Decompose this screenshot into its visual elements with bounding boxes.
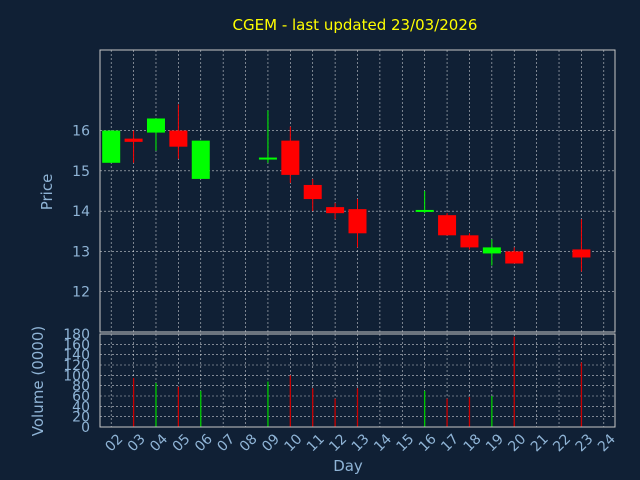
x-tick-labels: 0203040506070809101112131415161718192021… [102, 431, 619, 455]
candle [146, 118, 165, 151]
volume-y-tick-label: 120 [63, 358, 90, 374]
volume-y-tick-label: 20 [72, 410, 90, 426]
x-tick-label: 09 [259, 431, 283, 455]
candle-body [482, 247, 501, 254]
x-tick-label: 07 [214, 431, 238, 455]
candle-body [415, 209, 434, 212]
candle [169, 104, 188, 159]
candle [258, 110, 277, 163]
candle-body [191, 140, 210, 179]
volume-bars [132, 336, 583, 427]
x-tick-label: 12 [326, 431, 350, 455]
price-candles [102, 104, 591, 272]
price-frame [99, 49, 616, 333]
candle [102, 130, 121, 163]
x-tick-label: 17 [438, 431, 462, 455]
candle-body [326, 207, 345, 214]
price-y-tick-label: 12 [72, 285, 90, 301]
x-tick-label: 19 [483, 431, 507, 455]
candle [460, 233, 479, 250]
x-axis-label: Day [333, 457, 363, 475]
x-tick-label: 06 [192, 431, 216, 455]
candle-body [258, 157, 277, 160]
candle [326, 203, 345, 220]
price-y-tick-label: 15 [72, 164, 90, 180]
candle-body [572, 249, 591, 258]
volume-y-tick-label: 100 [63, 368, 90, 384]
x-tick-label: 05 [170, 431, 194, 455]
price-y-tick-label: 14 [72, 204, 90, 220]
candle-body [303, 184, 322, 200]
volume-y-tick-label: 60 [72, 389, 90, 405]
candle-body [169, 130, 188, 147]
x-tick-label: 21 [528, 431, 552, 455]
candle-body [460, 235, 479, 248]
price-axis-label: Price [38, 174, 56, 211]
x-tick-label: 13 [349, 431, 373, 455]
candle-body [348, 209, 367, 234]
candle [281, 126, 300, 183]
price-panel: 12 13 14 15 16 Price [38, 49, 616, 333]
x-tick-label: 08 [237, 431, 261, 455]
volume-y-tick-label: 180 [63, 327, 90, 343]
x-tick-label: 15 [393, 431, 417, 455]
price-y-tick-label: 13 [72, 244, 90, 260]
candle [438, 213, 457, 236]
volume-axis-label: Volume (0000) [29, 326, 47, 436]
x-tick-label: 14 [371, 431, 395, 455]
volume-y-tick-label: 0 [81, 420, 90, 436]
price-y-tick-label: 16 [72, 124, 90, 140]
x-tick-label: 16 [416, 431, 440, 455]
volume-frame [99, 333, 616, 428]
volume-y-tick-label: 140 [63, 348, 90, 364]
x-tick-label: 11 [304, 431, 328, 455]
x-tick-label: 23 [573, 431, 597, 455]
candle [191, 140, 210, 179]
candle-body [438, 215, 457, 236]
chart-title: CGEM - last updated 23/03/2026 [233, 16, 478, 34]
candle [303, 178, 322, 212]
volume-y-tick-label: 160 [63, 337, 90, 353]
price-y-ticks: 12 13 14 15 16 [72, 124, 90, 301]
candle [415, 191, 434, 214]
volume-y-tick-label: 80 [72, 379, 90, 395]
candle [124, 130, 143, 163]
candle [348, 199, 367, 248]
x-tick-label: 02 [102, 431, 126, 455]
x-tick-label: 24 [595, 431, 619, 455]
candle [572, 219, 591, 272]
x-tick-label: 03 [125, 431, 149, 455]
candle-body [281, 140, 300, 175]
candle-body [102, 130, 121, 163]
price-grid [100, 50, 615, 332]
candle-body [124, 138, 143, 142]
candle [482, 239, 501, 266]
x-tick-label: 18 [461, 431, 485, 455]
volume-y-tick-label: 40 [72, 399, 90, 415]
x-tick-label: 04 [147, 431, 171, 455]
candle-body [505, 251, 524, 264]
x-tick-label: 20 [505, 431, 529, 455]
x-tick-label: 10 [282, 431, 306, 455]
x-tick-label: 22 [550, 431, 574, 455]
candle [505, 247, 524, 264]
candle-body [146, 118, 165, 133]
